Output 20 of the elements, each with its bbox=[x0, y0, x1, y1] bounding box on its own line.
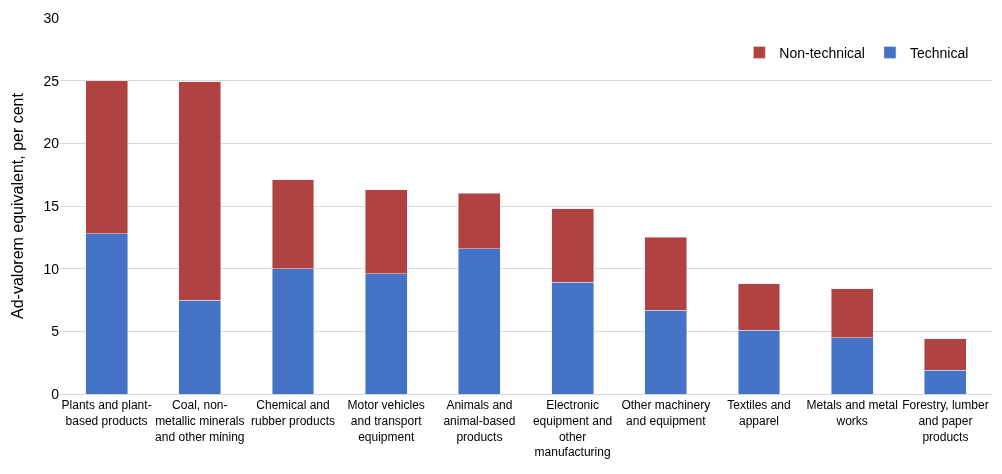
y-tick-label: 20 bbox=[43, 135, 60, 152]
legend-label: Technical bbox=[909, 44, 969, 61]
x-tick-label: Motor vehicles and transport equipment bbox=[347, 398, 425, 444]
y-tick-label: 30 bbox=[43, 9, 60, 26]
legend-label: Non-technical bbox=[779, 44, 865, 61]
x-tick-label: Animals and animal-based products bbox=[443, 398, 516, 444]
x-tick-label: Forestry, lumber and paper products bbox=[902, 398, 989, 444]
y-axis-title: Ad-valorem equivalent, per cent bbox=[9, 92, 27, 319]
y-tick-label: 0 bbox=[51, 385, 60, 402]
x-tick-label: Coal, non-metallic minerals and other mining bbox=[155, 398, 245, 444]
y-tick-label: 25 bbox=[43, 72, 60, 89]
y-tick-label: 10 bbox=[43, 260, 60, 277]
x-tick-label: Chemical and rubber products bbox=[250, 398, 336, 428]
y-tick-label: 5 bbox=[51, 323, 60, 340]
x-tick-label: Electronic equipment and other manufacturing bbox=[532, 398, 613, 460]
x-tick-label: Metals and metal works bbox=[806, 398, 898, 428]
y-tick-label: 15 bbox=[43, 197, 60, 214]
x-tick-label: Textiles and apparel bbox=[727, 398, 791, 428]
x-tick-label: Plants and plant-based products bbox=[61, 398, 152, 428]
x-tick-label: Other machinery and equipment bbox=[621, 398, 711, 428]
